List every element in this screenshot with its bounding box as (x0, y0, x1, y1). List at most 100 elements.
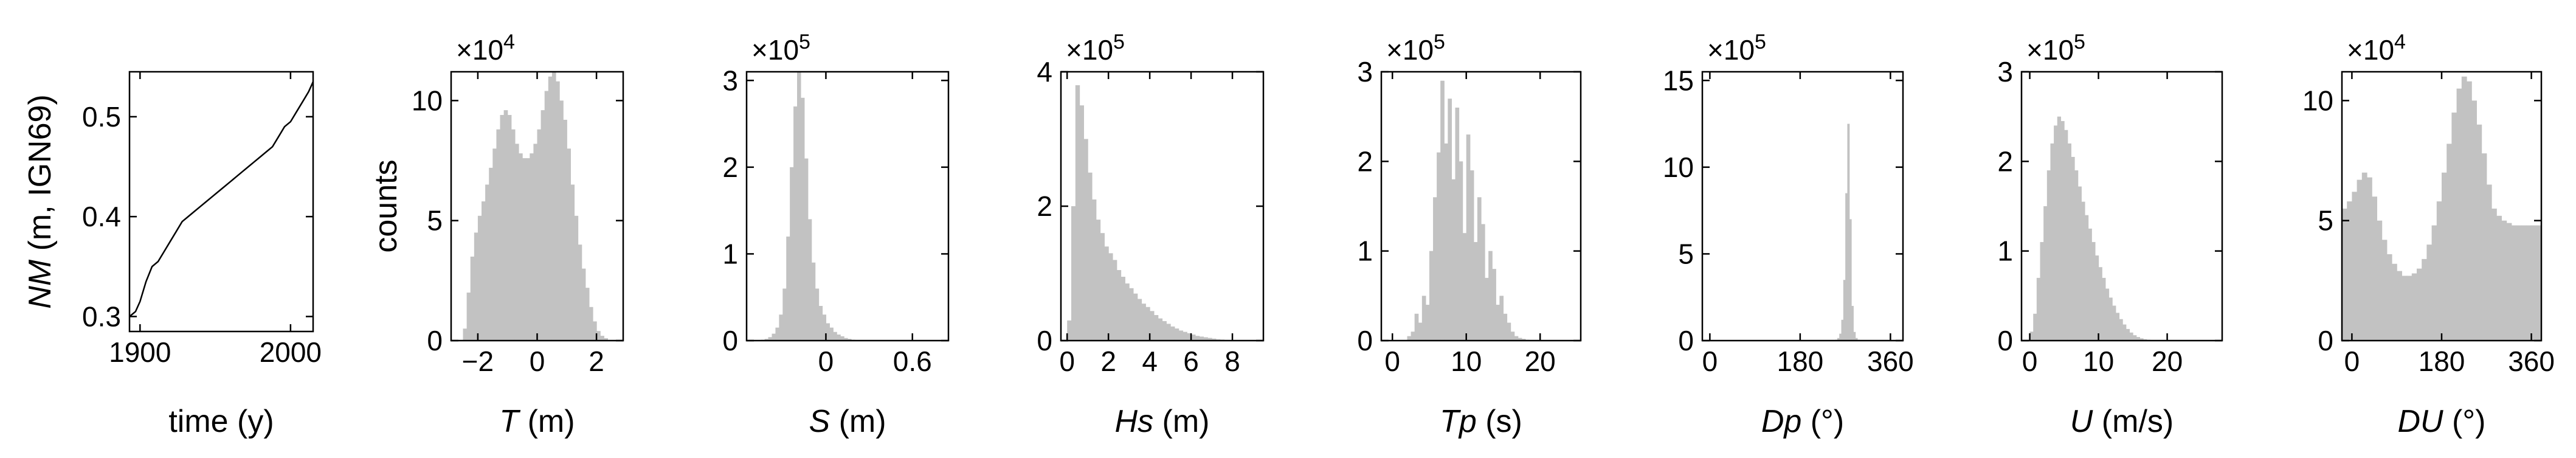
histogram-bar (1503, 313, 1508, 341)
multiplier-base: ×10 (2026, 34, 2074, 66)
histogram-bars (2029, 116, 2154, 341)
histogram-bar (596, 331, 601, 341)
histogram-bar (2516, 225, 2522, 341)
histogram-bar (2054, 125, 2058, 341)
y-tick-label: 0.4 (82, 201, 121, 232)
histogram-bar (1488, 251, 1493, 341)
axes-frame (2020, 71, 2223, 342)
histogram-bar (2036, 277, 2041, 341)
histogram-bar (1088, 172, 1093, 341)
y-tick-label: 15 (1663, 64, 1694, 96)
histogram-bar (837, 335, 841, 341)
y-tick-label: 4 (1037, 56, 1052, 88)
histogram-bar (1178, 330, 1184, 341)
x-tick-label: 0 (2022, 345, 2038, 377)
histogram-bar (779, 314, 783, 341)
histogram-bar (1851, 305, 1854, 341)
histogram-bar (818, 305, 823, 341)
x-axis-variable: Hs (1115, 404, 1154, 439)
histogram-bar (563, 119, 567, 341)
y-tick-label: 0 (1678, 325, 1694, 356)
histogram-bar (1469, 170, 1474, 341)
histogram-bar (2521, 225, 2527, 341)
histogram-bar (1112, 260, 1117, 341)
histogram-bar (822, 314, 827, 341)
x-tick-label: 0.6 (893, 345, 932, 377)
panel-Tp: 0 10 20 0 1 2 3 ×105 Tp (s) (1357, 30, 1582, 439)
panel-U: 0 10 20 0 1 2 3 ×105 U (m/s) (1997, 30, 2223, 439)
multiplier-base: ×10 (1707, 34, 1755, 66)
histogram-bar (2531, 225, 2537, 341)
histogram-bar (1145, 307, 1150, 341)
histogram-bar (2129, 332, 2133, 341)
histogram-bar (1141, 304, 1146, 341)
x-axis-label: Hs (m) (1115, 404, 1210, 439)
y-axis-label: NM (m, IGN69) (22, 94, 58, 308)
histogram-bar (1451, 179, 1456, 341)
histogram-bar (589, 307, 593, 341)
y-tick-label: 1 (1357, 235, 1373, 267)
histogram-bar (474, 232, 478, 341)
histogram-bars (463, 72, 608, 341)
scale-multiplier: ×105 (2026, 30, 2085, 66)
histogram-bar (2402, 276, 2408, 341)
histogram-bar (2426, 245, 2433, 341)
x-tick-label: 8 (1224, 345, 1240, 377)
multiplier-base: ×10 (456, 34, 503, 66)
y-tick-label: 0 (1997, 325, 2013, 356)
x-tick-label: 0 (818, 345, 834, 377)
x-axis-variable: Tp (1440, 404, 1477, 439)
histogram-bar (2442, 172, 2447, 341)
y-tick-label: 3 (722, 64, 738, 96)
histogram-bar (519, 153, 523, 341)
histogram-bar (592, 321, 597, 341)
histogram-bar (775, 327, 779, 341)
histogram-bar (2108, 297, 2113, 341)
panel-T: −2 0 2 0 5 10 ×104 T (m) counts (368, 30, 624, 439)
histogram-bar (1440, 80, 1445, 341)
multiplier-base: ×10 (1066, 34, 1113, 66)
multiplier-exponent: 4 (2394, 30, 2406, 54)
histogram-bar (2029, 331, 2034, 341)
y-tick-label: 0 (2318, 325, 2333, 356)
y-tick-label: 10 (1663, 151, 1694, 183)
x-tick-label: 10 (2083, 345, 2114, 377)
x-tick-label: 10 (1451, 345, 1482, 377)
y-tick-label: 0.5 (82, 101, 121, 133)
histogram-bar (1462, 233, 1467, 341)
histogram-bar (2119, 319, 2123, 341)
histogram-bar (2057, 116, 2062, 341)
x-axis-variable: Dp (1761, 404, 1801, 439)
histogram-bar (793, 106, 798, 341)
y-tick-label: 0 (1037, 325, 1052, 356)
histogram-bar (2352, 192, 2358, 341)
histogram-bar (811, 262, 816, 341)
histogram-bar (1496, 305, 1500, 341)
x-tick-label: 360 (1867, 345, 1914, 377)
y-tick-label: 2 (1357, 145, 1373, 177)
histogram-bar (829, 327, 834, 341)
histogram-bar (2501, 220, 2507, 341)
histogram-bar (2467, 81, 2472, 341)
y-tick-label: 0 (722, 325, 738, 356)
histogram-bar (1477, 197, 1482, 341)
histogram-bar (1091, 199, 1097, 341)
histogram-bar (1187, 333, 1192, 341)
histogram-bar (797, 72, 801, 341)
histogram-bar (1841, 319, 1844, 341)
histogram-bar (600, 336, 604, 341)
histogram-bars (1407, 80, 1530, 341)
x-tick-label: 6 (1183, 345, 1199, 377)
histogram-bar (1499, 296, 1504, 341)
x-axis-variable: U (2070, 404, 2093, 439)
x-axis-unit: (°) (1801, 404, 1844, 439)
multiplier-exponent: 5 (799, 30, 810, 54)
histogram-bar (604, 338, 608, 341)
y-tick-label: 10 (2302, 85, 2333, 116)
y-tick-label: 10 (412, 85, 443, 116)
histogram-bar (555, 81, 560, 341)
histogram-bar (1839, 333, 1842, 341)
